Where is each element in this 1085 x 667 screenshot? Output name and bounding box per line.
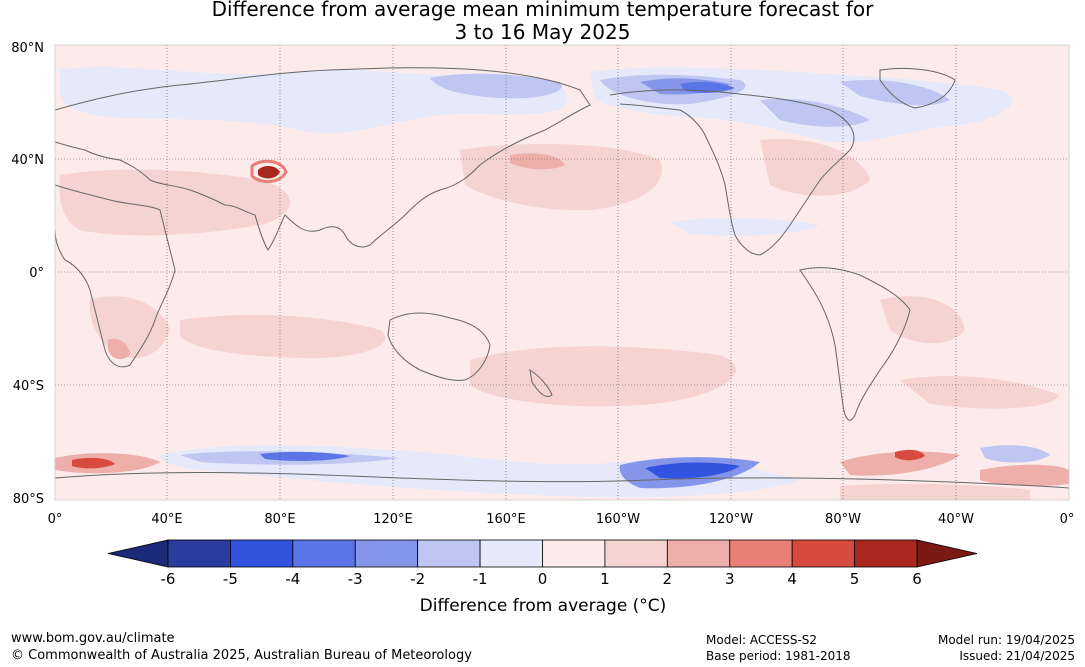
- colorbar-tick-label: -2: [410, 570, 425, 588]
- colorbar-swatch-0: [167, 539, 231, 568]
- warm-hotspot-himalaya: [258, 166, 280, 179]
- footer-base-period: Base period: 1981-2018: [706, 649, 851, 663]
- map-title-line-1: Difference from average mean minimum tem…: [211, 0, 874, 21]
- coastline-eurasia: [55, 67, 591, 251]
- lon-label-120w: 120°W: [709, 512, 753, 527]
- colorbar-label: Difference from average (°C): [420, 596, 667, 616]
- colorbar-swatch-9: [729, 539, 793, 568]
- cool-region-weddell: [980, 445, 1050, 463]
- footer-url[interactable]: www.bom.gov.au/climate: [11, 631, 175, 646]
- latitude-labels: 80°N 40°N 0° 40°S 80°S: [11, 41, 44, 507]
- colorbar-swatch-10: [791, 539, 855, 568]
- colorbar-swatch-11: [854, 539, 918, 568]
- warm-region-south-pacific: [470, 346, 736, 407]
- lat-label-40s: 40°S: [13, 379, 44, 394]
- lon-label-40e: 40°E: [151, 512, 182, 527]
- colorbar-swatch-2: [292, 539, 356, 568]
- footer-model: Model: ACCESS-S2: [706, 633, 818, 647]
- colorbar-extend-low: [107, 539, 169, 568]
- map-title-line-2: 3 to 16 May 2025: [454, 20, 631, 44]
- coastline-antarctica: [55, 472, 1069, 489]
- lon-label-120e: 120°E: [373, 512, 413, 527]
- warm-region-indian-ocean: [180, 315, 386, 359]
- cool-region-southern-ocean-3: [260, 451, 350, 461]
- longitude-labels: 0° 40°E 80°E 120°E 160°E 160°W 120°W 80°…: [48, 512, 1075, 527]
- colorbar-tick-label: 4: [787, 570, 797, 588]
- colorbar-tick-label: -5: [223, 570, 238, 588]
- colorbar-tick-label: -4: [285, 570, 300, 588]
- colorbar-tick-label: -1: [473, 570, 488, 588]
- colorbar-swatch-8: [666, 539, 731, 568]
- coastlines: [55, 67, 1069, 489]
- lat-label-0: 0°: [29, 266, 44, 281]
- footer-copyright: © Commonwealth of Australia 2025, Austra…: [11, 648, 472, 663]
- coastline-south-america: [799, 267, 911, 421]
- warm-region-africa-2: [108, 338, 130, 360]
- colorbar-swatch-3: [354, 539, 419, 568]
- warm-region-south-america: [880, 296, 965, 344]
- coastline-greenland: [879, 67, 956, 109]
- colorbar-tick-label: 3: [725, 570, 735, 588]
- lon-label-160e: 160°E: [486, 512, 526, 527]
- colorbar-extend-high: [916, 539, 978, 568]
- warm-region-antarctic-coast: [840, 483, 1030, 500]
- colorbar-tick-label: 5: [850, 570, 860, 588]
- colorbar-tick-label: 0: [538, 570, 548, 588]
- lat-label-80s: 80°S: [13, 492, 44, 507]
- warm-region-north-pacific-2: [510, 153, 565, 170]
- colorbar-tick-label: 6: [912, 570, 922, 588]
- warm-region-central-asia: [59, 169, 290, 236]
- lat-label-80n: 80°N: [11, 41, 44, 56]
- cool-region-canada-2: [760, 98, 870, 127]
- colorbar-swatch-1: [230, 539, 294, 568]
- map-frame: [54, 44, 1070, 501]
- lon-label-40w: 40°W: [938, 512, 974, 527]
- colorbar: -6 -5 -4 -3 -2 -1 0 1 2 3 4 5 6: [107, 539, 978, 588]
- warm-region-south-atlantic: [900, 375, 1060, 409]
- colorbar-tick-label: 2: [663, 570, 673, 588]
- anomaly-shading: [55, 67, 1069, 500]
- coastline-africa: [55, 184, 176, 368]
- coastline-north-america: [609, 89, 855, 256]
- warm-region-drake-2: [895, 449, 925, 461]
- warm-region-drake: [840, 451, 960, 476]
- colorbar-swatch-4: [417, 539, 481, 568]
- footer-issued: Issued: 21/04/2025: [959, 649, 1075, 663]
- cool-region-greenland: [840, 80, 950, 106]
- lon-label-160w: 160°W: [596, 512, 640, 527]
- coastline-new-zealand: [529, 368, 553, 397]
- lat-label-40n: 40°N: [11, 153, 44, 168]
- colorbar-tick-label: -6: [161, 570, 176, 588]
- warm-region-south-ocean-east: [980, 464, 1069, 486]
- lon-label-0-left: 0°: [48, 512, 63, 527]
- lon-label-0-right: 0°: [1060, 512, 1075, 527]
- cool-region-siberia-2: [430, 73, 562, 99]
- colorbar-swatch-5: [479, 539, 543, 568]
- cool-region-east-pacific: [670, 218, 820, 236]
- colorbar-tick-label: -3: [348, 570, 363, 588]
- lon-label-80e: 80°E: [264, 512, 295, 527]
- colorbar-swatch-6: [542, 539, 606, 568]
- colorbar-swatch-7: [604, 539, 668, 568]
- colorbar-tick-label: 1: [600, 570, 610, 588]
- cool-region-amundsen-2: [645, 462, 740, 479]
- warm-region-atlantic: [760, 139, 870, 196]
- warm-hotspot-himalaya-ring: [250, 159, 288, 183]
- coastline-australia: [387, 312, 491, 381]
- lon-label-80w: 80°W: [825, 512, 861, 527]
- warm-region-south-ocean-west-2: [72, 457, 115, 469]
- footer-model-run: Model run: 19/04/2025: [937, 633, 1075, 647]
- graticule: [55, 45, 1069, 500]
